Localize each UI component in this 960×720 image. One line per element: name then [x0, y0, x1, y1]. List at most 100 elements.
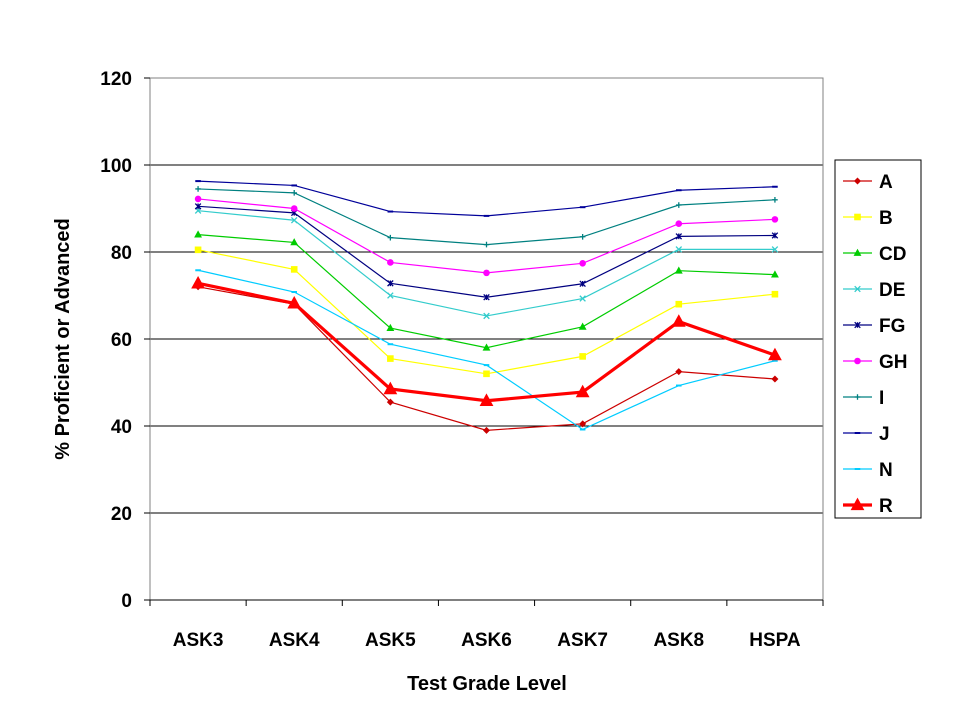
data-point [483, 312, 490, 320]
legend-marker [854, 394, 861, 400]
legend-marker [854, 357, 861, 365]
data-point [387, 259, 394, 266]
y-axis: 0 20 40 60 80 100 120 [100, 69, 150, 612]
legend-item-de: DE [843, 280, 905, 301]
x-tick-label: ASK4 [269, 630, 320, 651]
legend-item-n: N [843, 460, 893, 481]
series-n [195, 269, 778, 431]
series-r [191, 275, 782, 406]
series-line [197, 286, 775, 431]
data-point [579, 353, 586, 360]
data-point [771, 270, 779, 278]
data-point [771, 290, 779, 298]
data-point [772, 197, 778, 203]
data-point [675, 202, 682, 208]
data-point [575, 384, 590, 398]
data-point [771, 216, 779, 223]
y-tick-label: 60 [111, 330, 132, 351]
data-point [483, 241, 490, 248]
legend-label: FG [879, 316, 905, 337]
legend-marker [853, 248, 862, 256]
legend-label: R [879, 496, 893, 517]
legend-label: DE [879, 280, 905, 301]
legend-item-gh: GH [843, 352, 908, 373]
data-point [578, 322, 587, 330]
data-point [675, 233, 683, 240]
data-point [386, 398, 394, 406]
legend-box [834, 159, 922, 519]
data-point [579, 260, 586, 267]
data-point [194, 230, 202, 238]
data-point [771, 375, 779, 383]
series-layer [191, 180, 782, 434]
legend-item-i: I [843, 388, 884, 409]
data-point [675, 300, 683, 308]
data-point [771, 246, 779, 253]
data-point [387, 280, 394, 287]
data-point [290, 205, 298, 212]
x-tick-label: ASK3 [173, 630, 224, 651]
y-tick-label: 40 [111, 417, 132, 438]
data-point [579, 280, 586, 288]
x-axis: ASK3 ASK4 ASK5 ASK6 ASK7 ASK8 HSPA [149, 599, 824, 651]
legend-label: A [879, 172, 893, 193]
legend-label: GH [879, 352, 908, 373]
x-tick-label: ASK8 [653, 630, 704, 651]
data-point [387, 355, 394, 362]
legend-label: N [879, 460, 893, 481]
data-point [287, 295, 302, 309]
data-point [290, 266, 298, 273]
data-point [194, 203, 202, 210]
data-point [383, 381, 398, 395]
legend-marker [853, 177, 862, 185]
legend-marker [854, 321, 861, 329]
data-point [479, 393, 494, 406]
y-tick-label: 80 [111, 243, 132, 264]
legend-marker [854, 213, 861, 221]
legend-item-b: B [843, 208, 893, 229]
y-tick-label: 120 [100, 69, 132, 90]
data-point [191, 275, 205, 289]
data-point [768, 347, 782, 361]
data-point [483, 370, 490, 378]
data-point [771, 232, 779, 239]
data-point [290, 216, 298, 224]
series-de [194, 207, 779, 320]
series-cd [194, 230, 779, 351]
data-point [195, 186, 201, 192]
y-tick-label: 0 [121, 591, 132, 612]
legend-label: J [879, 424, 890, 445]
series-line [198, 180, 775, 217]
data-point [194, 195, 202, 203]
data-point [387, 234, 394, 241]
data-point [483, 269, 490, 277]
series-b [194, 246, 779, 378]
legend-item-cd: CD [843, 244, 906, 265]
x-tick-label: ASK5 [365, 630, 416, 651]
legend-marker [850, 497, 865, 511]
data-point [671, 314, 686, 327]
data-point [579, 233, 586, 240]
legend-item-j: J [843, 424, 890, 445]
series-fg [194, 203, 779, 301]
data-point [675, 246, 683, 253]
x-tick-label: ASK7 [557, 630, 608, 651]
x-tick-label: HSPA [749, 630, 801, 651]
legend-label: I [879, 388, 884, 409]
data-point [675, 368, 683, 376]
data-point [482, 343, 491, 351]
data-point [387, 292, 394, 299]
legend-item-a: A [843, 172, 893, 193]
data-point [482, 426, 491, 434]
data-point [675, 220, 683, 228]
series-line [197, 249, 775, 375]
series-j [195, 180, 778, 217]
data-point [290, 238, 299, 246]
x-tick-label: ASK6 [461, 630, 512, 651]
data-point [386, 323, 395, 332]
legend-item-fg: FG [843, 316, 905, 337]
data-point [579, 295, 586, 302]
data-point [579, 420, 587, 428]
